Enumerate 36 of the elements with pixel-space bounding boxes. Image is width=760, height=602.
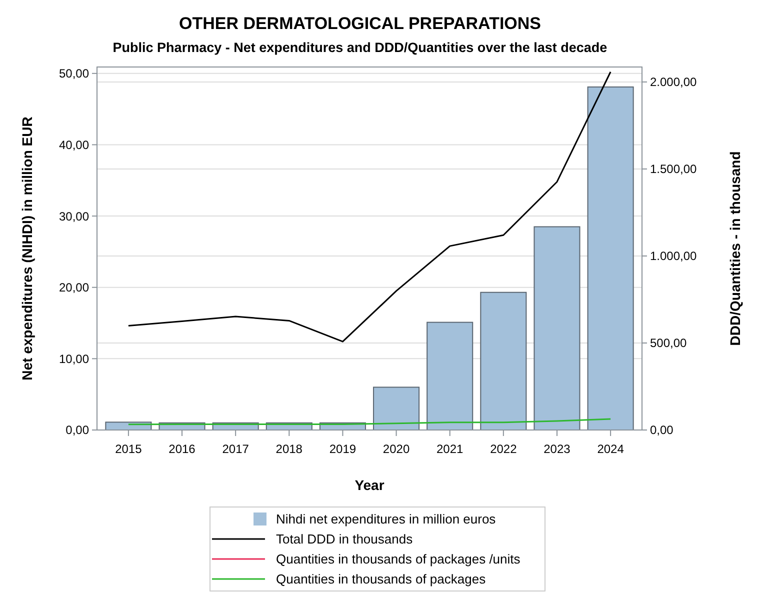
y2-tick-label: 500,00 — [650, 336, 688, 350]
chart-title: OTHER DERMATOLOGICAL PREPARATIONS — [178, 14, 542, 33]
bar — [426, 322, 474, 430]
legend-label: Quantities in thousands of packages /units — [276, 552, 521, 567]
y-tick-label: 50,00 — [58, 66, 90, 81]
y-tick-label: 0,00 — [66, 423, 90, 438]
chart-subtitle: Public Pharmacy - Net expenditures and DDD/Quantities over the last decade — [112, 40, 608, 55]
y-tick-label: 30,00 — [58, 209, 90, 224]
y-tick-label: 20,00 — [58, 280, 90, 295]
bar — [534, 226, 580, 430]
x-tick-label: 2024 — [597, 442, 624, 456]
legend-label: Quantities in thousands of packages — [276, 572, 486, 587]
legend-label: Nihdi net expenditures in million euros — [276, 512, 496, 527]
y-tick-label: 10,00 — [58, 352, 90, 366]
y-axis-title: Net expenditures (NIHDI) in million EUR — [19, 116, 35, 380]
x-tick-label: 2015 — [115, 442, 142, 456]
y2-tick-label: 2.000,00 — [650, 75, 698, 90]
x-tick-label: 2021 — [436, 442, 464, 456]
y2-tick-label: 0,00 — [650, 423, 674, 438]
bar — [480, 292, 527, 430]
line-series — [128, 71, 612, 342]
y2-tick-label: 1.500,00 — [650, 162, 698, 176]
y-tick-label: 40,00 — [58, 138, 90, 152]
y2-axis-title: DDD/Quantities - in thousand — [727, 151, 743, 346]
x-tick-label: 2019 — [329, 442, 356, 456]
x-tick-label: 2016 — [168, 442, 196, 456]
x-tick-label: 2020 — [382, 442, 410, 456]
x-axis-title: Year — [354, 477, 385, 493]
legend-label: Total DDD in thousands — [276, 532, 414, 547]
bar — [373, 386, 420, 430]
x-tick-label: 2018 — [276, 442, 303, 456]
x-tick-label: 2022 — [490, 442, 518, 456]
bar — [587, 86, 634, 430]
y2-tick-label: 1.000,00 — [650, 249, 698, 264]
x-tick-label: 2023 — [544, 442, 571, 456]
x-tick-label: 2017 — [222, 442, 250, 456]
